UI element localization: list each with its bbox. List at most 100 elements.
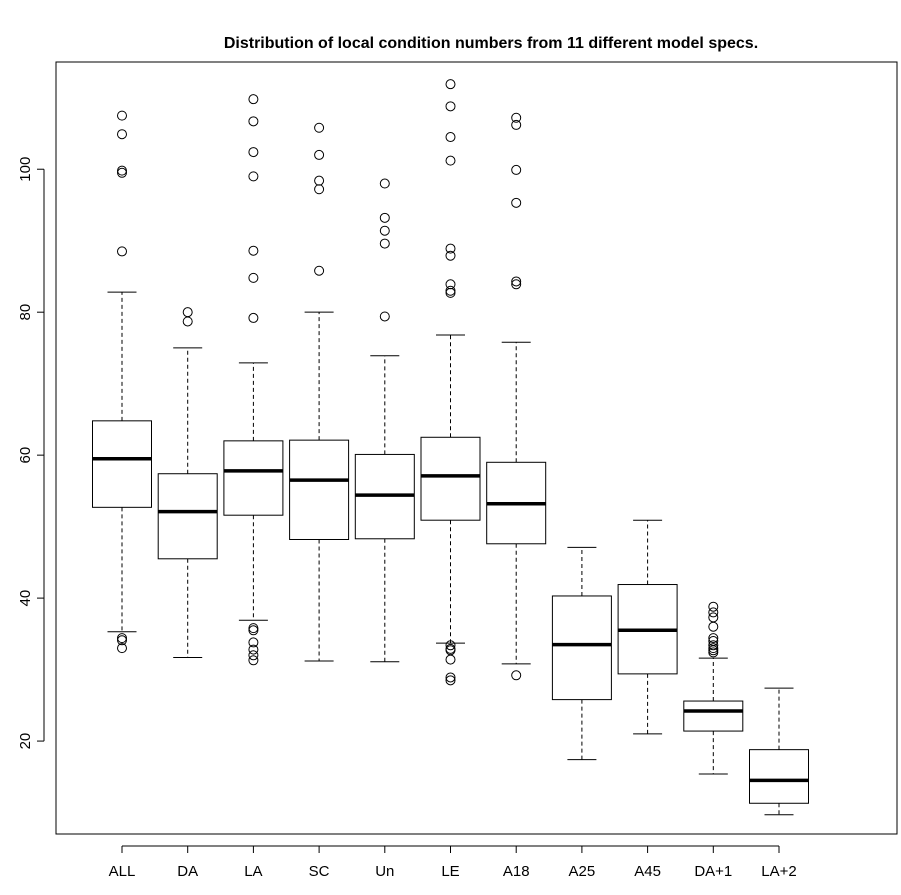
boxes: [92, 79, 809, 816]
outlier-point: [445, 672, 456, 683]
box-group-da: [157, 307, 218, 658]
outlier-point: [248, 625, 259, 636]
outlier-point: [379, 212, 390, 223]
outlier-point: [445, 279, 456, 290]
outlier-point: [248, 171, 259, 182]
x-tick-label: DA: [177, 863, 198, 880]
box-group-a18: [486, 112, 547, 681]
outlier-point: [248, 655, 259, 666]
outlier-point: [511, 112, 522, 123]
outlier-point: [379, 178, 390, 189]
outlier-point: [248, 637, 259, 648]
box-group-la: [223, 94, 284, 666]
box-group-da-1: [683, 601, 744, 775]
outlier-point: [379, 311, 390, 322]
x-tick-label: LA: [244, 863, 262, 880]
outlier-point: [248, 312, 259, 323]
outlier-point: [379, 238, 390, 249]
x-tick-label: SC: [309, 863, 330, 880]
x-tick-label: A18: [503, 863, 530, 880]
box-iqr: [223, 440, 284, 516]
outlier-point: [511, 276, 522, 287]
outlier-point: [445, 250, 456, 261]
outlier-point: [708, 633, 719, 644]
outlier-point: [511, 197, 522, 208]
outlier-point: [248, 650, 259, 661]
outlier-point: [445, 654, 456, 665]
outlier-point: [314, 184, 325, 195]
outlier-point: [511, 670, 522, 681]
outlier-point: [314, 265, 325, 276]
outlier-point: [248, 147, 259, 158]
y-tick-label: 80: [17, 304, 34, 321]
box-iqr: [551, 595, 612, 701]
outlier-point: [445, 155, 456, 166]
box-group-sc: [289, 122, 350, 662]
y-tick-label: 60: [17, 447, 34, 464]
outlier-point: [117, 635, 127, 646]
outlier-point: [117, 165, 127, 176]
box-iqr: [157, 473, 218, 560]
outlier-point: [445, 640, 456, 651]
box-group-a25: [551, 546, 612, 761]
box-iqr: [92, 420, 152, 508]
y-tick-label: 40: [17, 590, 34, 607]
box-group-le: [420, 79, 481, 686]
box-iqr: [420, 436, 481, 521]
outlier-point: [708, 636, 719, 646]
x-tick-label: LA+2: [761, 863, 796, 880]
x-tick-label: ALL: [109, 863, 136, 880]
x-tick-label: DA+1: [694, 863, 732, 880]
y-tick-label: 20: [17, 733, 34, 750]
outlier-point: [511, 164, 522, 175]
box-iqr: [289, 439, 350, 540]
outlier-point: [708, 621, 719, 632]
outlier-point: [511, 279, 522, 290]
outlier-point: [117, 246, 127, 257]
box-iqr: [683, 700, 744, 732]
outlier-point: [314, 122, 325, 133]
x-tick-label: A25: [569, 863, 596, 880]
box-group-all: [92, 110, 152, 654]
outlier-point: [708, 607, 719, 618]
outlier-point: [708, 612, 719, 623]
box-group-un: [354, 178, 415, 663]
outlier-point: [445, 79, 456, 90]
outlier-point: [117, 643, 127, 654]
outlier-point: [248, 94, 259, 105]
outlier-point: [182, 307, 193, 318]
box-group-a45: [617, 519, 678, 735]
outlier-point: [445, 675, 456, 686]
outlier-point: [708, 640, 719, 651]
box-group-la-2: [749, 687, 809, 816]
x-tick-label: A45: [634, 863, 661, 880]
outlier-point: [445, 132, 456, 143]
outlier-point: [708, 643, 719, 654]
outlier-point: [117, 129, 127, 140]
outlier-point: [708, 645, 719, 656]
x-tick-label: Un: [375, 863, 394, 880]
outlier-point: [314, 149, 325, 160]
outlier-point: [511, 119, 522, 130]
outlier-point: [248, 644, 259, 655]
outlier-point: [117, 633, 127, 644]
outlier-point: [708, 601, 719, 612]
outlier-point: [314, 175, 325, 186]
outlier-point: [445, 243, 456, 254]
outlier-point: [248, 272, 259, 283]
outlier-point: [445, 101, 456, 112]
box-iqr: [749, 749, 809, 804]
outlier-point: [117, 110, 127, 121]
outlier-point: [182, 316, 193, 327]
outlier-point: [248, 623, 259, 634]
outlier-point: [445, 287, 456, 298]
outlier-point: [248, 116, 259, 127]
outlier-point: [445, 285, 456, 296]
outlier-point: [248, 245, 259, 256]
outlier-point: [117, 167, 127, 178]
chart-title: Distribution of local condition numbers …: [224, 35, 758, 52]
y-tick-label: 100: [17, 157, 34, 182]
y-axis: 20 40 60 80 100: [17, 157, 45, 750]
x-axis: ALL DA LA SC Un LE A18 A25 A45 DA+1 LA+2: [109, 845, 797, 880]
